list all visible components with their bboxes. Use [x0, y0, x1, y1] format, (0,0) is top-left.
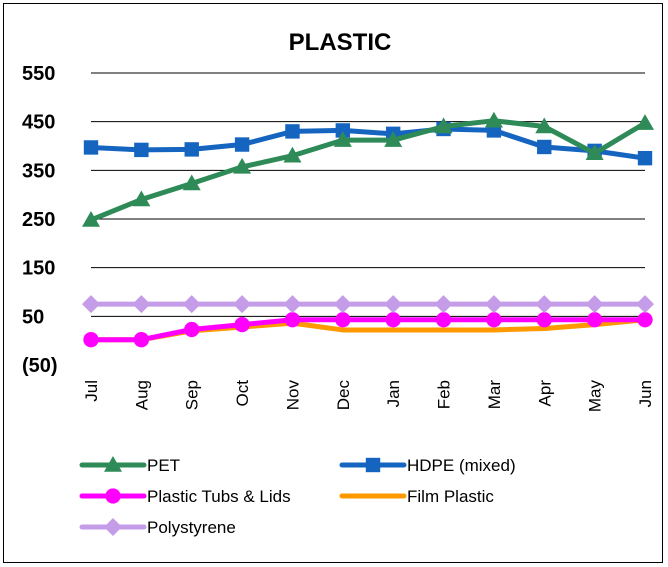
legend-label: Film Plastic	[407, 487, 494, 506]
data-point	[82, 295, 100, 314]
legend-item: Polystyrene	[79, 518, 236, 537]
data-point	[233, 157, 252, 174]
series-polystyrene	[82, 295, 654, 314]
data-point	[384, 131, 403, 147]
data-point	[104, 518, 122, 536]
data-point	[283, 146, 302, 163]
data-point	[486, 312, 502, 328]
data-point	[484, 111, 503, 128]
data-point	[83, 332, 99, 348]
x-tick-label: Nov	[283, 380, 302, 411]
data-point	[283, 295, 302, 314]
data-point	[535, 295, 554, 314]
series-line	[88, 317, 648, 343]
data-point	[586, 312, 603, 328]
series-pet	[82, 111, 654, 227]
y-tick-label: (50)	[22, 355, 58, 377]
data-point	[585, 295, 604, 314]
legend-item: HDPE (mixed)	[339, 456, 516, 475]
legend-label: HDPE (mixed)	[407, 456, 516, 475]
x-tick-label: Jan	[384, 380, 403, 407]
x-tick-label: Feb	[435, 380, 454, 409]
y-axis-ticks: (50) 50 150 250 350 450 550	[22, 63, 58, 377]
chart-title: PLASTIC	[289, 29, 392, 56]
series-film-plastic	[88, 317, 648, 343]
x-tick-label: Apr	[535, 380, 554, 407]
data-point	[434, 117, 453, 134]
x-tick-label: Oct	[233, 380, 252, 407]
series-line	[88, 118, 648, 223]
data-point	[484, 295, 503, 314]
data-point	[365, 457, 381, 473]
data-point	[134, 142, 149, 158]
x-tick-label: Mar	[485, 380, 504, 410]
data-point	[335, 123, 351, 138]
data-point	[637, 312, 653, 328]
data-point	[132, 190, 151, 207]
x-tick-label: Sep	[183, 380, 202, 410]
legend-item: Plastic Tubs & Lids	[79, 487, 291, 506]
series-plastic-tubs-lids	[83, 312, 653, 348]
series-line	[88, 126, 648, 161]
y-tick-label: 450	[22, 112, 55, 134]
data-point	[233, 295, 252, 314]
data-point	[83, 140, 99, 155]
legend-label: Polystyrene	[147, 518, 236, 537]
data-point	[636, 114, 654, 130]
data-point	[434, 295, 453, 314]
data-point	[333, 131, 352, 147]
data-point	[132, 295, 151, 314]
y-tick-label: 550	[22, 63, 55, 85]
series-layer	[82, 111, 654, 348]
data-point	[385, 312, 401, 328]
legend-item: Film Plastic	[339, 487, 494, 506]
x-tick-label: Aug	[132, 380, 151, 410]
data-point	[636, 295, 654, 314]
legend: PET HDPE (mixed) Plastic Tubs & Lids Film P…	[79, 456, 516, 537]
x-tick-label: Dec	[334, 380, 353, 411]
data-point	[105, 488, 121, 504]
data-point	[184, 142, 199, 157]
data-point	[537, 139, 552, 155]
data-point	[182, 295, 201, 314]
data-point	[104, 456, 122, 472]
y-tick-label: 150	[22, 258, 55, 280]
y-tick-label: 50	[22, 306, 44, 328]
data-point	[285, 124, 300, 139]
data-point	[535, 117, 554, 134]
x-axis-ticks: Jul Aug Sep Oct Nov Dec Jan Feb Mar Apr May Jun	[82, 380, 655, 413]
data-point	[234, 316, 250, 333]
data-point	[585, 144, 604, 161]
x-tick-label: Jul	[82, 380, 101, 402]
data-point	[335, 312, 351, 328]
legend-label: PET	[147, 456, 180, 475]
data-point	[82, 210, 100, 227]
legend-item: PET	[79, 456, 180, 475]
data-point	[133, 332, 150, 348]
y-tick-label: 250	[22, 209, 55, 231]
data-point	[384, 295, 403, 314]
y-tick-label: 350	[22, 160, 55, 182]
legend-label: Plastic Tubs & Lids	[147, 487, 291, 506]
data-point	[284, 312, 301, 328]
gridlines	[91, 72, 645, 317]
data-point	[182, 174, 201, 191]
x-tick-label: Jun	[636, 380, 655, 407]
data-point	[637, 150, 653, 166]
x-tick-label: May	[586, 380, 605, 413]
data-point	[333, 295, 352, 314]
series-hdpe-mixed-	[83, 121, 653, 166]
data-point	[234, 137, 250, 152]
data-point	[184, 321, 200, 338]
series-line	[88, 317, 648, 343]
data-point	[435, 312, 452, 328]
data-point	[536, 312, 552, 328]
